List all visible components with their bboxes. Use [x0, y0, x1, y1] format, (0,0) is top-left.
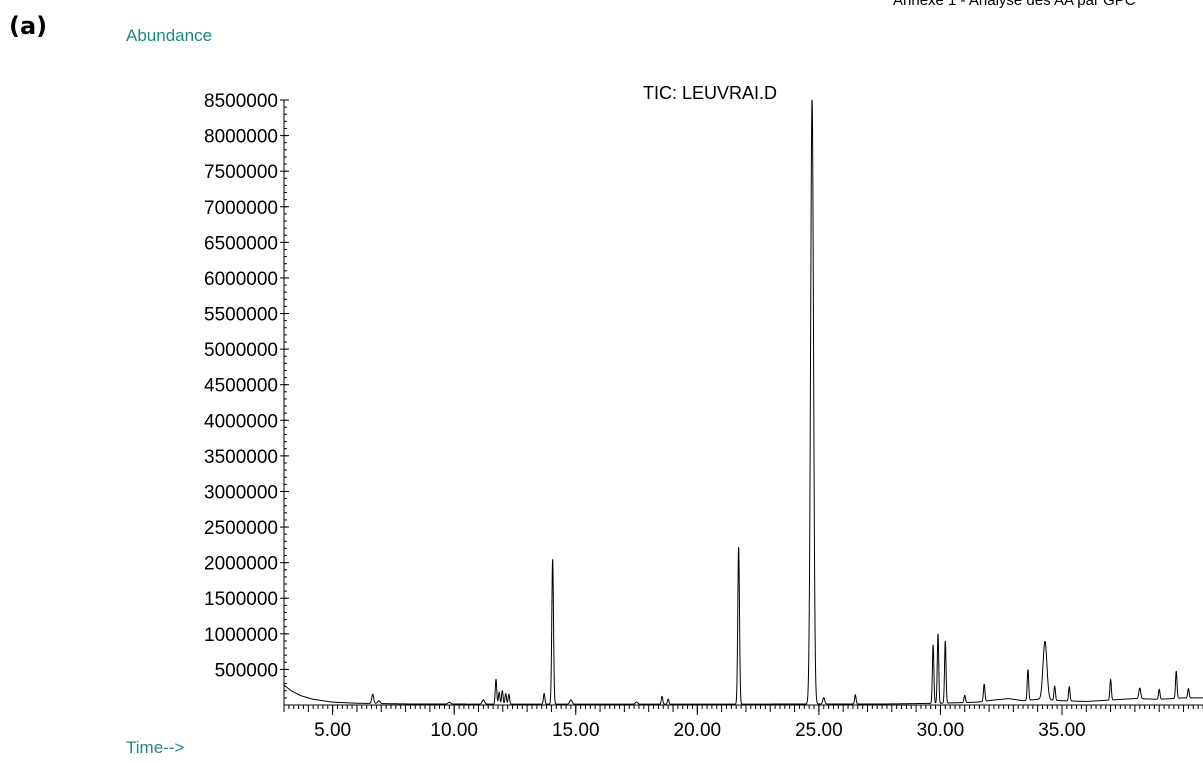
x-tick-label: 30.00 [917, 720, 965, 741]
x-tick-label: 5.00 [314, 720, 351, 741]
y-axis-label: Abundance [126, 26, 212, 45]
y-tick-label: 8000000 [204, 127, 278, 148]
y-tick-label: 5000000 [204, 340, 278, 361]
y-tick-label: 3500000 [204, 447, 278, 468]
y-tick-label: 7000000 [204, 198, 278, 219]
y-ticks-group: 500000 1000000 1500000 2000000 2500000 300000… [204, 91, 289, 699]
x-tick-label: 10.00 [430, 720, 478, 741]
panel-label: (a) [9, 12, 48, 40]
y-tick-label: 5500000 [204, 305, 278, 326]
y-tick-label: 6000000 [204, 269, 278, 290]
series-group [283, 99, 1203, 705]
y-tick-label: 1500000 [204, 589, 278, 610]
y-tick-label: 8500000 [204, 91, 278, 112]
x-axis-label: Time--> [126, 738, 184, 757]
y-tick-label: 2000000 [204, 554, 278, 575]
x-tick-label: 35.00 [1038, 720, 1086, 741]
y-tick-label: 2500000 [204, 518, 278, 539]
y-tick-label: 7500000 [204, 162, 278, 183]
y-tick-label: 4000000 [204, 411, 278, 432]
y-tick-label: 500000 [215, 660, 278, 681]
y-tick-label: 3000000 [204, 482, 278, 503]
x-tick-label: 20.00 [674, 720, 722, 741]
y-tick-label: 1000000 [204, 625, 278, 646]
chart-title: TIC: LEUVRAI.D [643, 83, 777, 103]
y-tick-label: 4500000 [204, 376, 278, 397]
y-tick-label: 6500000 [204, 233, 278, 254]
header-note: Annexe 1 - Analyse des AA par GPC [893, 0, 1136, 9]
x-tick-label: 15.00 [552, 720, 600, 741]
tic-series-line [283, 99, 1203, 705]
x-ticks-group: 5.00 10.00 15.00 20.00 25.00 30.00 35.00 [283, 705, 1203, 741]
x-tick-label: 25.00 [795, 720, 843, 741]
